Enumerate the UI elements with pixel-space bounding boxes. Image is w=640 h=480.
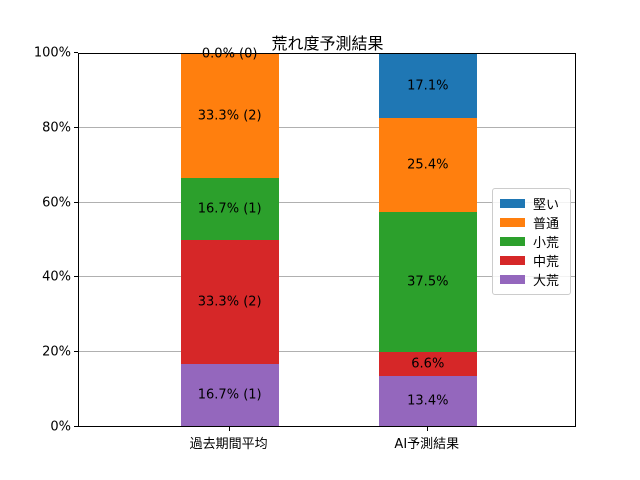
y-axis-tick-label: 20% — [42, 344, 71, 360]
bar-segment-label: 0.0% (0) — [201, 46, 258, 62]
legend-swatch — [500, 237, 525, 246]
y-axis-tick-mark — [74, 276, 78, 278]
bar-segment-label: 33.3% (2) — [197, 108, 262, 124]
y-axis-tick-mark — [74, 426, 78, 427]
legend: 堅い普通小荒中荒大荒 — [492, 188, 571, 295]
legend-swatch — [500, 199, 525, 208]
chart-title: 荒れ度予測結果 — [271, 34, 384, 53]
stacked-bar: 13.4% 6.6% 37.5% 25.4% 17.1% — [378, 54, 477, 426]
stacked-bar: 16.7% (1) 33.3% (2) 16.7% (1) 33.3% (2) 0.0%… — [180, 47, 279, 426]
gridline — [79, 201, 575, 203]
y-axis-tick-label: 40% — [42, 269, 71, 285]
gridline — [79, 350, 575, 352]
bar-segment — [180, 177, 279, 240]
x-axis-tick-label: 過去期間平均 — [189, 437, 268, 452]
bar-segment — [180, 240, 279, 364]
y-axis-tick-label: 60% — [42, 195, 71, 211]
legend-swatch — [500, 275, 525, 284]
x-axis-tick-mark — [426, 427, 428, 431]
bar-segment — [378, 212, 477, 352]
bar-segment — [180, 363, 279, 426]
bar-segment-label: 37.5% — [407, 274, 449, 290]
bar-segment-label: 16.7% (1) — [197, 201, 262, 217]
bar-segment — [378, 117, 477, 213]
y-axis-tick-label: 80% — [42, 120, 71, 136]
x-axis-tick-mark — [228, 427, 230, 431]
bar-segment-label: 13.4% — [407, 393, 449, 409]
y-axis-tick-mark — [74, 351, 78, 353]
x-axis-tick-labels: 過去期間平均 AI予測結果 — [78, 433, 577, 453]
x-axis-tick-label: AI予測結果 — [394, 437, 460, 452]
y-axis-tick-mark — [74, 126, 78, 128]
bar-segment — [378, 54, 477, 118]
legend-swatch — [500, 218, 525, 227]
legend-item: 中荒 — [500, 251, 563, 270]
legend-item: 普通 — [500, 213, 563, 232]
bar-segment-label: 33.3% (2) — [197, 294, 262, 310]
y-axis-tick-label: 0% — [50, 419, 71, 435]
legend-item: 小荒 — [500, 232, 563, 251]
legend-label: 小荒 — [533, 236, 560, 251]
gridline — [79, 127, 575, 129]
bar-segment — [378, 351, 477, 377]
legend-label: 普通 — [533, 217, 560, 232]
bar-segment — [180, 54, 279, 178]
y-axis-tick-mark — [74, 52, 78, 53]
legend-label: 中荒 — [533, 255, 560, 270]
x-axis-tick-marks — [78, 427, 577, 431]
y-axis-tick-labels: 0% 20% 40% 60% 80% 100% — [0, 46, 71, 435]
y-axis-tick-label: 100% — [33, 45, 71, 61]
gridline — [79, 276, 575, 278]
bar-segment-label: 17.1% — [407, 78, 449, 94]
legend-item: 大荒 — [500, 270, 563, 289]
bar-segment-label: 25.4% — [407, 157, 449, 173]
y-axis-tick-marks — [74, 52, 78, 427]
legend-swatch — [500, 256, 525, 265]
bar-segment-label: 16.7% (1) — [197, 387, 262, 403]
legend-label: 大荒 — [533, 274, 560, 289]
legend-item: 堅い — [500, 194, 563, 213]
legend-label: 堅い — [533, 198, 560, 213]
y-axis-tick-mark — [74, 201, 78, 203]
bar-segment — [378, 376, 477, 426]
bar-segment-label: 6.6% — [411, 356, 445, 372]
